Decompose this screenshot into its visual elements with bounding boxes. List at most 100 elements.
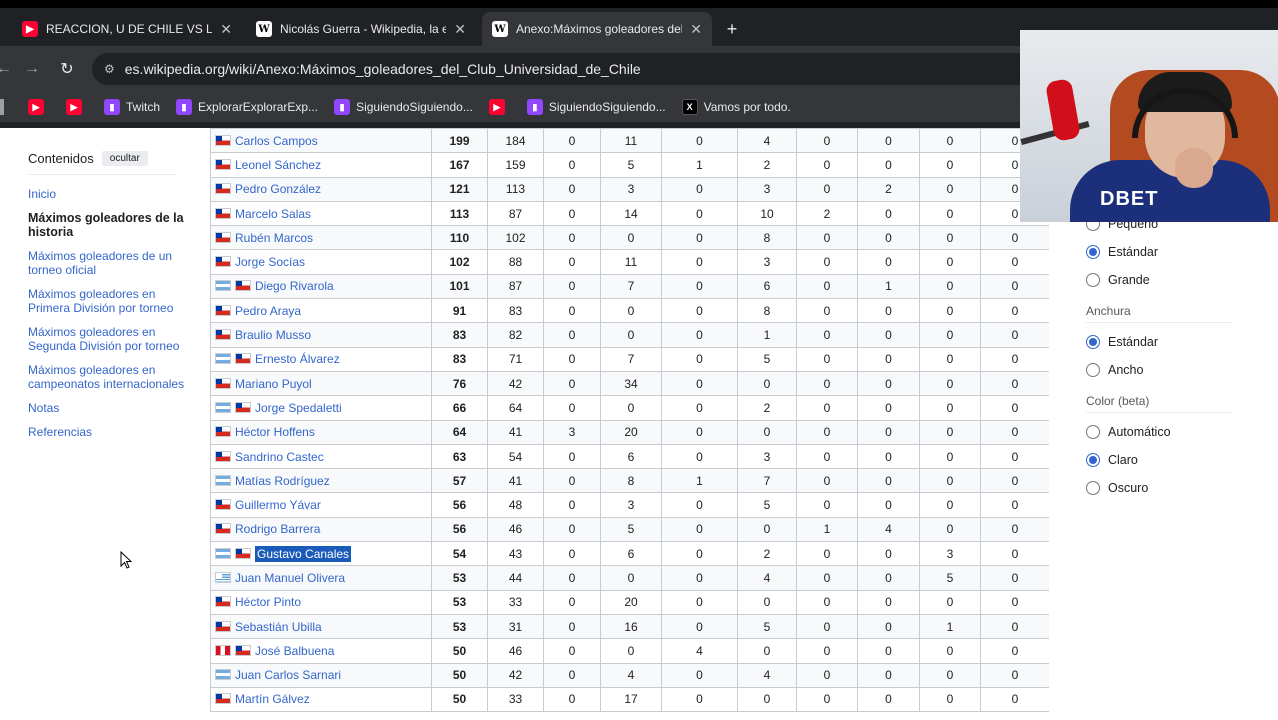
- radio-button[interactable]: [1086, 425, 1100, 439]
- tab-title: Anexo:Máximos goleadores del: [516, 22, 683, 36]
- toc-item-referencias[interactable]: Referencias: [28, 425, 93, 439]
- goals-cell: 0: [980, 589, 1049, 615]
- table-row: Sebastián Ubilla 53 31 0 16 0 5 0 0 1 0: [210, 613, 1049, 640]
- color-option-claro[interactable]: Claro: [1086, 446, 1246, 474]
- color-option-oscuro[interactable]: Oscuro: [1086, 474, 1246, 502]
- width-option-estandar[interactable]: Estándar: [1086, 328, 1246, 356]
- player-link[interactable]: Mariano Puyol: [235, 376, 312, 391]
- tab-anexo-goleadores[interactable]: W Anexo:Máximos goleadores del ✕: [482, 12, 712, 46]
- goals-cell: 0: [919, 492, 981, 518]
- player-link[interactable]: Guillermo Yávar: [235, 498, 321, 513]
- goals-cell: 0: [796, 346, 858, 372]
- site-settings-icon[interactable]: ⚙: [104, 62, 115, 76]
- goals-cell: 2: [796, 200, 858, 227]
- player-link[interactable]: Leonel Sánchez: [235, 157, 322, 172]
- goals-cell: 0: [857, 395, 920, 421]
- forward-icon[interactable]: →: [24, 60, 40, 77]
- back-icon[interactable]: ←: [0, 60, 12, 77]
- player-link[interactable]: Rubén Marcos: [235, 230, 314, 245]
- close-icon[interactable]: ✕: [220, 20, 232, 37]
- text-size-option-grande[interactable]: Grande: [1086, 266, 1246, 294]
- tab-strip: ▶ REACCION, U DE CHILE VS LAN ✕ W Nicolá…: [0, 12, 1278, 46]
- toc-hide-button[interactable]: ocultar: [101, 150, 148, 166]
- player-link[interactable]: Matías Rodríguez: [235, 473, 330, 488]
- tab-reaccion[interactable]: ▶ REACCION, U DE CHILE VS LAN ✕: [12, 12, 242, 46]
- player-link[interactable]: Jorge Spedaletti: [255, 400, 342, 415]
- width-option-ancho[interactable]: Ancho: [1086, 356, 1246, 384]
- bookmark-youtube-1[interactable]: ▶: [28, 99, 50, 115]
- player-link[interactable]: Juan Manuel Olivera: [235, 570, 346, 585]
- goals-cell: 0: [980, 516, 1049, 543]
- player-link[interactable]: Martín Gálvez: [235, 692, 310, 707]
- player-link[interactable]: Rodrigo Barrera: [235, 522, 321, 537]
- goals-cell: 5: [737, 613, 797, 640]
- goals-cell: 1: [661, 468, 738, 494]
- goals-cell: 44: [487, 565, 544, 591]
- player-link[interactable]: Héctor Pinto: [235, 595, 302, 610]
- player-link[interactable]: José Balbuena: [255, 643, 335, 658]
- goals-cell: 5: [737, 346, 797, 372]
- table-row: Martín Gálvez 50 33 0 17 0 0 0 0 0 0: [210, 686, 1049, 713]
- reload-icon[interactable]: ↻: [60, 61, 74, 78]
- player-cell: Pedro González: [210, 176, 432, 202]
- close-icon[interactable]: ✕: [690, 20, 702, 37]
- toc-item-maximos-goleadores-de-la-histo[interactable]: Máximos goleadores de la historia: [28, 211, 184, 239]
- player-link[interactable]: Jorge Socías: [235, 255, 306, 270]
- player-link[interactable]: Juan Carlos Sarnari: [235, 668, 342, 683]
- player-cell: Juan Manuel Olivera: [210, 565, 432, 591]
- goals-cell: 4: [737, 662, 797, 688]
- radio-button[interactable]: [1086, 245, 1100, 259]
- player-cell: Gustavo Canales: [210, 541, 432, 567]
- goals-cell: 0: [857, 322, 920, 348]
- radio-button[interactable]: [1086, 363, 1100, 377]
- text-size-option-estandar[interactable]: Estándar: [1086, 238, 1246, 266]
- top-strip: [0, 0, 1278, 8]
- scorers-table-container[interactable]: Carlos Campos 199 184 0 11 0 4 0 0 0 0 Leonel Sánch…: [210, 128, 1049, 720]
- player-cell: Héctor Hoffens: [210, 419, 432, 445]
- player-link[interactable]: Sandrino Castec: [235, 449, 324, 464]
- toc-item-inicio[interactable]: Inicio: [28, 187, 57, 201]
- goals-cell: 0: [661, 298, 738, 324]
- player-link[interactable]: Héctor Hoffens: [235, 425, 315, 440]
- radio-button[interactable]: [1086, 481, 1100, 495]
- radio-button[interactable]: [1086, 335, 1100, 349]
- player-link[interactable]: Braulio Musso: [235, 328, 312, 343]
- bookmark-explorar[interactable]: ▮ ExplorarExplorarExp...: [176, 99, 318, 115]
- twitch-icon: ▮: [104, 99, 120, 115]
- bookmark-twitch[interactable]: ▮ Twitch: [104, 99, 160, 115]
- player-link[interactable]: Gustavo Canales: [255, 545, 352, 562]
- player-link[interactable]: Carlos Campos: [235, 133, 318, 148]
- toc-item-maximos-goleadores-en-segunda-[interactable]: Máximos goleadores en Segunda División p…: [28, 325, 180, 353]
- width-options: Estándar Ancho: [1086, 328, 1246, 384]
- bookmark-youtube-3[interactable]: ▶: [488, 99, 511, 115]
- toc-item-notas[interactable]: Notas: [28, 401, 60, 415]
- goals-cell: 7: [600, 273, 662, 300]
- bookmark-x[interactable]: X Vamos por todo.: [681, 99, 791, 115]
- tab-nicolas-guerra[interactable]: W Nicolás Guerra - Wikipedia, la e ✕: [246, 12, 476, 46]
- player-link[interactable]: Diego Rivarola: [255, 279, 334, 294]
- flag-ar-icon: [215, 353, 231, 365]
- toc-item-maximos-goleadores-en-campeona[interactable]: Máximos goleadores en campeonatos intern…: [28, 363, 185, 391]
- player-link[interactable]: Marcelo Salas: [235, 206, 312, 221]
- radio-button[interactable]: [1086, 453, 1100, 467]
- goals-cell: 3: [737, 249, 797, 275]
- goals-cell: 0: [543, 200, 601, 227]
- address-bar[interactable]: ⚙ es.wikipedia.org/wiki/Anexo:Máximos_go…: [92, 53, 1192, 85]
- color-option-automatico[interactable]: Automático: [1086, 418, 1246, 446]
- toc-item-maximos-goleadores-en-primera-[interactable]: Máximos goleadores en Primera División p…: [28, 287, 174, 315]
- player-link[interactable]: Pedro González: [235, 182, 322, 197]
- bookmark-siguiendo-1[interactable]: ▮ SiguiendoSiguiendo...: [334, 99, 473, 115]
- toc-item-maximos-goleadores-de-un-torne[interactable]: Máximos goleadores de un torneo oficial: [28, 249, 173, 277]
- flag-cl-icon: [235, 547, 251, 559]
- url-text[interactable]: es.wikipedia.org/wiki/Anexo:Máximos_gole…: [124, 61, 641, 77]
- player-link[interactable]: Pedro Araya: [235, 303, 302, 318]
- new-tab-button[interactable]: +: [726, 18, 738, 39]
- player-link[interactable]: Ernesto Álvarez: [255, 352, 340, 367]
- player-link[interactable]: Sebastián Ubilla: [235, 619, 322, 634]
- bookmark-siguiendo-2[interactable]: ▮ SiguiendoSiguiendo...: [526, 99, 666, 115]
- tab-title: Nicolás Guerra - Wikipedia, la e: [280, 22, 447, 36]
- radio-button[interactable]: [1086, 273, 1100, 287]
- close-icon[interactable]: ✕: [454, 20, 466, 37]
- bookmark-youtube-2[interactable]: ▶: [66, 99, 88, 115]
- table-row: Pedro Araya 91 83 0 0 0 8 0 0 0 0: [210, 298, 1049, 324]
